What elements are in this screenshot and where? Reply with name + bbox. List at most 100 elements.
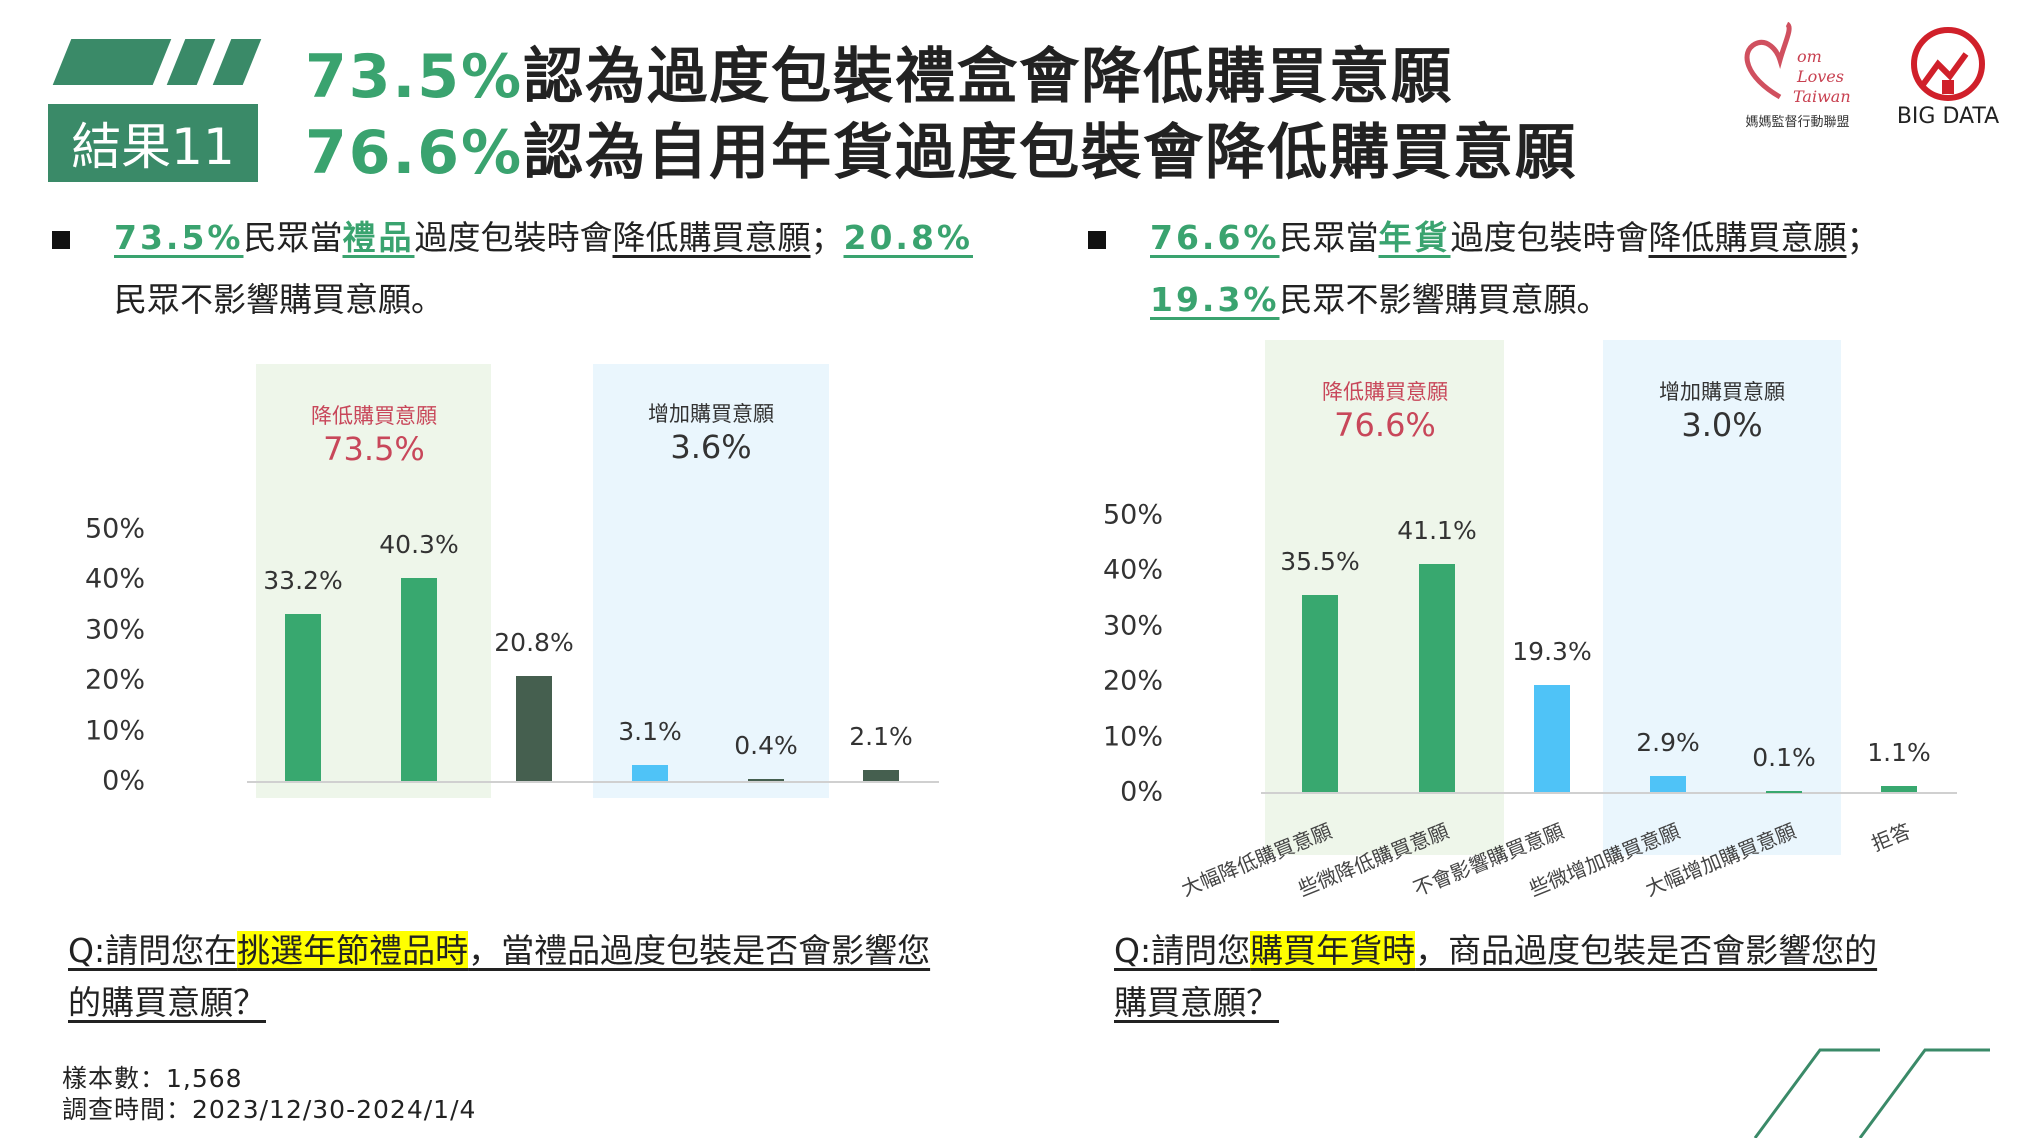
title-text: 認為自用年貨過度包裝會降低購買意願	[523, 118, 1578, 188]
category-label: 拒答	[1867, 818, 1915, 857]
y-tick-label: 0%	[102, 765, 145, 797]
bar-value-label: 41.1%	[1397, 516, 1477, 546]
text: 民眾當	[243, 218, 343, 257]
footer: 樣本數：1,568 調查時間：2023/12/30-2024/1/4	[62, 1063, 476, 1125]
big-data-logo: BIG DATA	[1888, 24, 2008, 134]
mom-loves-taiwan-logo: om Loves Taiwan 媽媽監督行動聯盟	[1735, 21, 1860, 132]
text: ；	[810, 218, 844, 257]
pct: 76.6%	[1150, 218, 1280, 257]
bar	[863, 770, 899, 781]
keyword: 禮品	[342, 218, 415, 257]
bar-value-label: 2.1%	[849, 722, 913, 752]
y-tick-label: 50%	[1102, 499, 1163, 531]
group-header: 增加購買意願 3.0%	[1602, 376, 1842, 444]
bar	[285, 613, 321, 781]
bar	[1534, 685, 1570, 792]
bar-value-label: 0.4%	[734, 730, 798, 760]
bar	[401, 577, 437, 781]
bar	[1419, 564, 1455, 792]
y-tick-label: 0%	[1120, 776, 1163, 808]
title-text: 認為過度包裝禮盒會降低購買意願	[523, 42, 1454, 112]
title-line-2: 76.6%認為自用年貨過度包裝會降低購買意願	[305, 104, 1577, 191]
logo-text: BIG DATA	[1896, 104, 2000, 129]
q-text: ，當禮品過度包裝是否會影響您	[468, 931, 931, 970]
text: 民眾不影響購買意願。	[114, 280, 444, 319]
underlined-text: 降低購買意願	[1648, 218, 1847, 257]
bar-value-label: 0.1%	[1752, 743, 1816, 773]
result-label: 結果11	[48, 104, 258, 182]
y-tick-label: 40%	[84, 563, 145, 595]
group-label: 降低購買意願	[1322, 380, 1448, 404]
y-tick-label: 10%	[1102, 721, 1163, 753]
bar	[1766, 791, 1802, 793]
y-tick-label: 10%	[84, 715, 145, 747]
q-text: Q:請問您	[1114, 931, 1251, 970]
bar	[1881, 785, 1917, 792]
y-tick-label: 20%	[84, 664, 145, 696]
bar	[632, 765, 668, 781]
right-bar-chart: 降低購買意願 76.6% 增加購買意願 3.0% 0% 10% 20% 30% 40% 50% 35…	[1102, 340, 1957, 901]
bar-value-label: 33.2%	[263, 565, 343, 595]
text: ；	[1846, 218, 1880, 257]
bar-value-label: 20.8%	[494, 628, 574, 658]
group-label: 增加購買意願	[1659, 380, 1785, 404]
group-header: 降低購買意願 73.5%	[254, 400, 494, 468]
group-value: 76.6%	[1334, 406, 1436, 444]
x-axis-line	[1261, 792, 1957, 794]
text: 過度包裝時會	[1450, 218, 1649, 257]
group-value: 73.5%	[323, 430, 425, 468]
survey-period: 調查時間：2023/12/30-2024/1/4	[62, 1095, 477, 1124]
y-tick-label: 50%	[84, 513, 145, 545]
pct: 19.3%	[1150, 280, 1280, 319]
group-shade	[593, 364, 829, 798]
q-text: 購買意願？	[1114, 983, 1279, 1022]
left-bar-chart: 降低購買意願 73.5% 增加購買意願 3.6% 0% 10% 20% 30% 40% 50% 33…	[0, 0, 1015, 900]
q-text: 的購買意願？	[68, 983, 266, 1022]
sample-size: 樣本數：1,568	[62, 1064, 243, 1093]
right-summary: 76.6%民眾當年貨過度包裝時會降低購買意願； 19.3%民眾不影響購買意願。	[1088, 207, 1880, 331]
y-tick-label: 30%	[1102, 610, 1163, 642]
group-header: 降低購買意願 76.6%	[1265, 376, 1505, 444]
q-highlight: 挑選年節禮品時	[237, 931, 469, 970]
group-shade	[1603, 340, 1841, 855]
chart-logo-icon	[1911, 27, 1985, 101]
title-pct: 73.5%	[305, 42, 524, 112]
group-label: 降低購買意願	[311, 404, 437, 428]
x-axis-line	[247, 781, 939, 783]
group-label: 增加購買意願	[648, 402, 774, 426]
svg-text:om: om	[1797, 47, 1822, 66]
title-line-1: 73.5%認為過度包裝禮盒會降低購買意願	[305, 28, 1453, 115]
text: 民眾當	[1279, 218, 1379, 257]
text: 過度包裝時會	[414, 218, 613, 257]
pct: 20.8%	[843, 218, 973, 257]
group-value: 3.6%	[670, 428, 752, 466]
q-highlight: 購買年貨時	[1250, 931, 1416, 970]
bar	[748, 778, 784, 781]
bar-value-label: 2.9%	[1636, 727, 1700, 757]
bullet-square-icon	[1088, 230, 1106, 249]
left-summary: 73.5%民眾當禮品過度包裝時會降低購買意願；20.8% 民眾不影響購買意願。	[52, 207, 973, 331]
bar-value-label: 19.3%	[1512, 637, 1592, 667]
bar-value-label: 1.1%	[1867, 737, 1931, 767]
bar-value-label: 40.3%	[379, 529, 459, 559]
bar-value-label: 3.1%	[618, 717, 682, 747]
text: 民眾不影響購買意願。	[1279, 280, 1610, 319]
q-text: Q:請問您在	[68, 931, 238, 970]
y-tick-label: 40%	[1102, 554, 1163, 586]
q-text: ，商品過度包裝是否會影響您的	[1415, 931, 1878, 970]
bar	[1302, 595, 1338, 792]
bar	[1650, 775, 1686, 792]
y-tick-label: 30%	[84, 614, 145, 646]
y-tick-label: 20%	[1102, 665, 1163, 697]
pct: 73.5%	[114, 218, 244, 257]
logo-subtext: 媽媽監督行動聯盟	[1745, 115, 1850, 130]
group-header: 增加購買意願 3.6%	[591, 398, 831, 466]
keyword: 年貨	[1378, 218, 1451, 257]
left-question: Q:請問您在挑選年節禮品時，當禮品過度包裝是否會影響您的購買意願？	[68, 925, 1048, 1029]
bullet-square-icon	[52, 230, 70, 249]
bar-value-label: 35.5%	[1280, 547, 1360, 577]
decorative-stripes	[1753, 1048, 1990, 1138]
right-question: Q:請問您購買年貨時，商品過度包裝是否會影響您的購買意願？	[1114, 925, 2014, 1029]
bar	[516, 676, 552, 781]
